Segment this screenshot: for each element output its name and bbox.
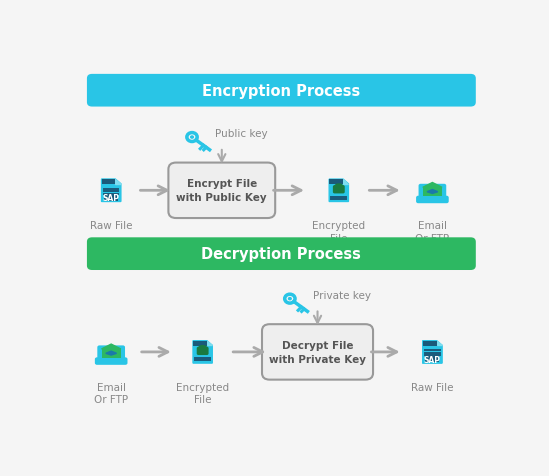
Text: Email
Or FTP: Email Or FTP — [416, 221, 450, 243]
Polygon shape — [436, 341, 442, 346]
Polygon shape — [207, 341, 212, 346]
Text: Raw File: Raw File — [411, 382, 453, 392]
Polygon shape — [102, 180, 121, 202]
Polygon shape — [427, 190, 438, 194]
Polygon shape — [106, 351, 116, 355]
Text: Email
Or FTP: Email Or FTP — [94, 382, 128, 405]
FancyBboxPatch shape — [416, 196, 449, 204]
Text: SAP: SAP — [424, 355, 441, 364]
FancyBboxPatch shape — [102, 180, 115, 185]
FancyBboxPatch shape — [262, 325, 373, 380]
Polygon shape — [115, 180, 121, 184]
FancyBboxPatch shape — [102, 349, 121, 358]
FancyBboxPatch shape — [193, 341, 207, 347]
Polygon shape — [423, 341, 442, 363]
Polygon shape — [102, 344, 121, 349]
FancyBboxPatch shape — [423, 188, 442, 197]
FancyBboxPatch shape — [87, 75, 476, 107]
Text: Encrypted
File: Encrypted File — [176, 382, 229, 405]
FancyBboxPatch shape — [87, 238, 476, 270]
FancyBboxPatch shape — [197, 347, 209, 355]
Polygon shape — [193, 341, 212, 363]
FancyBboxPatch shape — [95, 357, 127, 365]
FancyBboxPatch shape — [423, 341, 436, 347]
Text: SAP: SAP — [103, 194, 120, 203]
Circle shape — [190, 136, 194, 139]
Polygon shape — [343, 180, 349, 184]
Text: Decryption Process: Decryption Process — [201, 247, 361, 262]
FancyBboxPatch shape — [329, 180, 343, 185]
FancyBboxPatch shape — [169, 163, 275, 218]
Text: Encryption Process: Encryption Process — [202, 84, 361, 99]
Text: Encrypted
File: Encrypted File — [312, 221, 366, 243]
FancyBboxPatch shape — [425, 357, 439, 363]
Text: Public key: Public key — [215, 129, 268, 139]
FancyBboxPatch shape — [97, 346, 125, 361]
Polygon shape — [329, 180, 349, 202]
Text: Encrypt File
with Public Key: Encrypt File with Public Key — [176, 179, 267, 203]
Text: Raw File: Raw File — [90, 221, 132, 231]
Text: Private key: Private key — [313, 290, 371, 300]
Polygon shape — [423, 183, 442, 188]
Text: Decrypt File
with Private Key: Decrypt File with Private Key — [269, 340, 366, 364]
FancyBboxPatch shape — [418, 184, 446, 200]
FancyBboxPatch shape — [104, 195, 118, 201]
FancyBboxPatch shape — [333, 186, 345, 194]
Circle shape — [288, 297, 292, 301]
